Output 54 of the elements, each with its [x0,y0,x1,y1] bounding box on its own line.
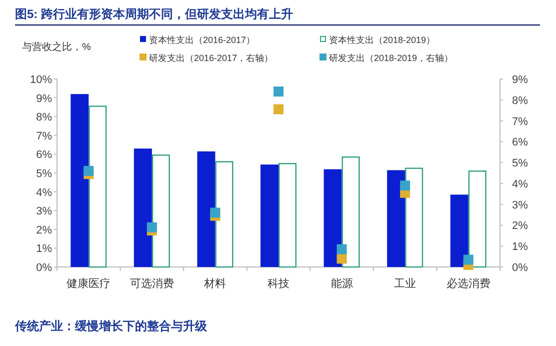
point [274,104,284,114]
y2-tick-label: 7% [512,116,528,128]
y-tick-label: 9% [36,92,52,105]
x-tick-label: 科技 [268,278,290,290]
bar [324,169,342,267]
bar [197,151,216,267]
y-tick-label: 1% [36,243,52,256]
point [274,86,284,97]
bar [450,194,468,267]
y-tick-label: 2% [36,224,52,236]
y-tick-label: 5% [36,168,52,180]
y-tick-label: 10% [30,74,52,86]
point [336,244,347,254]
x-tick-label: 材料 [203,277,226,290]
bar [278,163,296,268]
bar [215,161,234,268]
x-tick-label: 必选消费 [446,277,490,290]
chart-title: 图5: 跨行业有形资本周期不同，但研发支出均有上升 [15,7,294,21]
bar [405,168,424,268]
y2-tick-label: 1% [512,241,528,254]
point [146,222,157,232]
y-tick-label: 4% [36,186,52,199]
bar [134,148,152,267]
y2-tick-label: 2% [512,220,528,232]
y-axis-title: 与营收之比，% [22,41,91,53]
y-tick-label: 8% [36,112,52,124]
point [463,254,474,265]
x-tick-label: 工业 [394,277,416,290]
point [336,254,347,264]
y2-tick-label: 3% [512,199,528,212]
bar [152,154,170,268]
y2-tick-label: 5% [512,158,528,170]
bar [468,170,486,268]
bar [70,94,89,267]
point [210,208,220,218]
bar [342,156,360,268]
point [400,180,410,191]
y2-tick-label: 6% [512,136,528,149]
y-tick-label: 3% [36,206,52,218]
bar [387,170,406,267]
y-tick-label: 6% [36,149,52,162]
y2-tick-label: 9% [512,74,528,86]
y2-tick-label: 0% [512,262,528,274]
bar [88,106,107,268]
x-tick-label: 可选消费 [130,277,174,290]
bar [260,164,278,267]
text: 传统产业：缓慢增长下的整合与升级 [14,319,208,333]
x-tick-label: 健康医疗 [66,277,111,290]
y2-tick-label: 4% [512,178,528,190]
x-tick-label: 能源 [330,277,353,290]
y-tick-label: 0% [36,262,52,274]
point [84,166,94,176]
y2-tick-label: 8% [512,94,528,107]
y-tick-label: 7% [36,130,52,142]
